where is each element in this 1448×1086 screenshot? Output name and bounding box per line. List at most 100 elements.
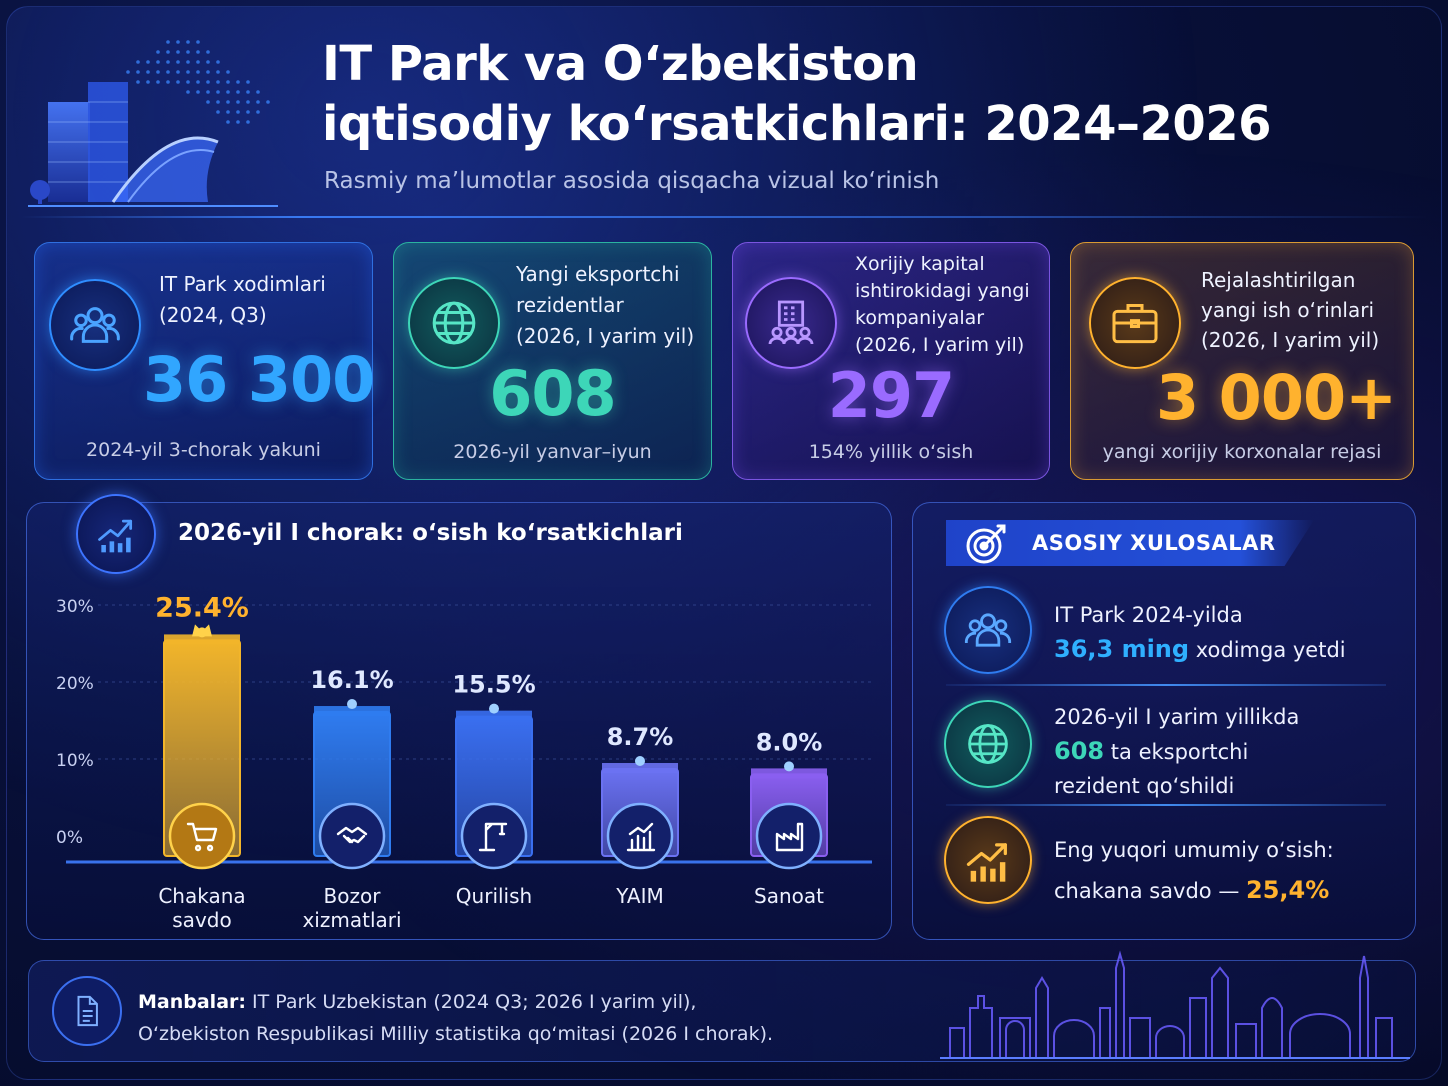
x-category-label-line: YAIM: [616, 884, 664, 908]
x-category-label: Bozor xizmatlari: [287, 884, 417, 932]
stat-value: 3 000+: [1155, 361, 1397, 434]
conclusions-heading-banner: [946, 520, 1314, 566]
stat-card-employees: IT Park xodimlari (2024, Q3) 36 300 2024…: [34, 242, 375, 480]
bar-value-label: 16.1%: [310, 666, 393, 694]
conclusions-heading: ASOSIY XULOSALAR: [1032, 531, 1276, 555]
stat-footnote: 2024-yil 3-chorak yakuni: [86, 439, 321, 461]
x-category-label-line: Chakana: [158, 884, 246, 908]
bar-marker: [784, 761, 794, 772]
stat-label-line: (2024, Q3): [159, 303, 267, 327]
sources-line-2: O‘zbekiston Respublikasi Milliy statisti…: [138, 1023, 774, 1045]
stat-value: 297: [827, 359, 955, 432]
stat-label-line: (2026, I yarim yil): [516, 324, 695, 348]
x-category-label-line: Bozor: [323, 884, 381, 908]
conclusion-text: Eng yuqori umumiy o‘sish:: [1054, 838, 1334, 862]
globe-icon: [408, 277, 500, 369]
divider: [946, 804, 1386, 806]
stat-card-exporters: Yangi eksportchi rezidentlar (2026, I ya…: [393, 242, 712, 480]
conclusion-text: ta eksportchi: [1104, 740, 1249, 764]
cart-icon-glyph: [186, 822, 218, 852]
stat-footnote: yangi xorijiy korxonalar rejasi: [1102, 441, 1382, 463]
x-category-label: Chakana savdo: [137, 884, 267, 932]
stat-label: IT Park xodimlari (2024, Q3): [159, 269, 326, 331]
stat-label-line: (2026, I yarim yil): [855, 334, 1025, 356]
conclusion-item: 2026-yil I yarim yillikda 608 ta eksport…: [1054, 700, 1394, 803]
x-category-label: YAIM: [575, 884, 705, 908]
x-category-label: Qurilish: [429, 884, 559, 908]
stat-card-foreign-companies: Xorijiy kapital ishtirokidagi yangi komp…: [732, 242, 1050, 480]
stat-footnote: 154% yillik o‘sish: [808, 441, 974, 463]
stat-label-line: kompaniyalar: [855, 307, 985, 329]
stat-label-line: Xorijiy kapital: [855, 253, 985, 275]
bar-top: [456, 710, 532, 721]
y-tick-label: 0%: [56, 828, 83, 848]
stat-label-line: yangi ish o‘rinlari: [1201, 298, 1375, 322]
sources-label: Manbalar:: [138, 991, 246, 1013]
stat-label-line: IT Park xodimlari: [159, 272, 326, 296]
conclusion-text: 608 ta eksportchi: [1054, 734, 1394, 769]
x-category-label: Sanoat: [724, 884, 854, 908]
y-tick-label: 10%: [56, 751, 94, 771]
divider: [946, 684, 1386, 686]
x-category-label-line: xizmatlari: [302, 908, 402, 932]
y-tick-label: 20%: [56, 674, 94, 694]
conclusion-item: Eng yuqori umumiy o‘sish: chakana savdo …: [1054, 830, 1394, 911]
crown-icon: [192, 624, 212, 637]
header-divider: [20, 216, 1428, 218]
document-icon: [52, 976, 122, 1046]
people-icon: [49, 279, 141, 371]
sources-line-1: IT Park Uzbekistan (2024 Q3; 2026 I yari…: [245, 991, 697, 1013]
bar-top: [602, 763, 678, 774]
tashkent-skyline-illustration: [940, 950, 1410, 1059]
conclusion-text: chakana savdo — 25,4%: [1054, 870, 1394, 911]
title-line-2: iqtisodiy ko‘rsatkichlari: 2024–2026: [322, 96, 1272, 152]
stat-value: 36 300: [143, 343, 375, 416]
conclusion-highlight: 25,4%: [1246, 876, 1330, 904]
trend-up-icon: [944, 816, 1032, 904]
x-category-label-line: savdo: [172, 908, 232, 932]
stat-label-line: Yangi eksportchi: [516, 262, 680, 286]
stat-label-line: ishtirokidagi yangi: [855, 280, 1030, 302]
globe-icon: [944, 700, 1032, 788]
factory-icon-glyph: [775, 822, 804, 852]
building-people-icon: [745, 277, 837, 369]
briefcase-icon: [1089, 277, 1181, 369]
conclusion-highlight: 36,3 ming: [1054, 635, 1190, 663]
y-tick-label: 30%: [56, 597, 94, 617]
crane-icon-glyph: [478, 822, 508, 852]
page-title: IT Park va O‘zbekiston iqtisodiy ko‘rsat…: [322, 34, 1322, 154]
handshake-icon: [318, 802, 386, 870]
bar-marker: [635, 756, 645, 767]
bar-value-label: 8.7%: [607, 723, 674, 751]
page-subtitle: Rasmiy ma’lumotlar asosida qisqacha vizu…: [324, 168, 940, 194]
conclusion-text: rezident qo‘shildi: [1054, 774, 1235, 798]
conclusion-text: 2026-yil I yarim yillikda: [1054, 705, 1300, 729]
bar-marker: [489, 703, 499, 714]
stat-footnote: 2026-yil yanvar–iyun: [453, 441, 652, 463]
people-icon: [944, 586, 1032, 674]
title-line-1: IT Park va O‘zbekiston: [322, 36, 919, 92]
bar-chart-icon-glyph: [626, 822, 656, 852]
conclusion-item: IT Park 2024-yilda 36,3 ming xodimga yet…: [1054, 598, 1394, 667]
conclusion-text: 36,3 ming xodimga yetdi: [1054, 632, 1394, 667]
bar-top: [164, 634, 240, 645]
target-icon: [966, 524, 1006, 564]
trend-up-icon: [76, 494, 156, 574]
it-park-building-illustration: [28, 40, 278, 207]
growth-bar-chart: 0% 10% 20% 30% 25.4% 16.1% 15.5% 8.7% 8.0%: [56, 592, 872, 870]
stat-card-planned-jobs: Rejalashtirilgan yangi ish o‘rinlari (20…: [1070, 242, 1414, 480]
stat-label: Rejalashtirilgan yangi ish o‘rinlari (20…: [1201, 265, 1379, 355]
stat-label-line: rezidentlar: [516, 293, 624, 317]
stat-value: 608: [489, 357, 616, 430]
bar-chart-icon: [606, 802, 674, 870]
bar-top: [751, 768, 827, 779]
conclusion-text: chakana savdo —: [1054, 879, 1247, 903]
conclusion-highlight: 608: [1054, 737, 1105, 765]
sources-text: Manbalar: IT Park Uzbekistan (2024 Q3; 2…: [138, 986, 773, 1050]
stat-label: Yangi eksportchi rezidentlar (2026, I ya…: [516, 259, 694, 352]
bar-top: [314, 706, 390, 717]
x-category-label-line: Sanoat: [754, 884, 824, 908]
chart-title: 2026-yil I chorak: o‘sish ko‘rsatkichlar…: [178, 520, 683, 546]
bar-value-label: 8.0%: [756, 728, 823, 756]
stat-label: Xorijiy kapital ishtirokidagi yangi komp…: [855, 251, 1030, 359]
